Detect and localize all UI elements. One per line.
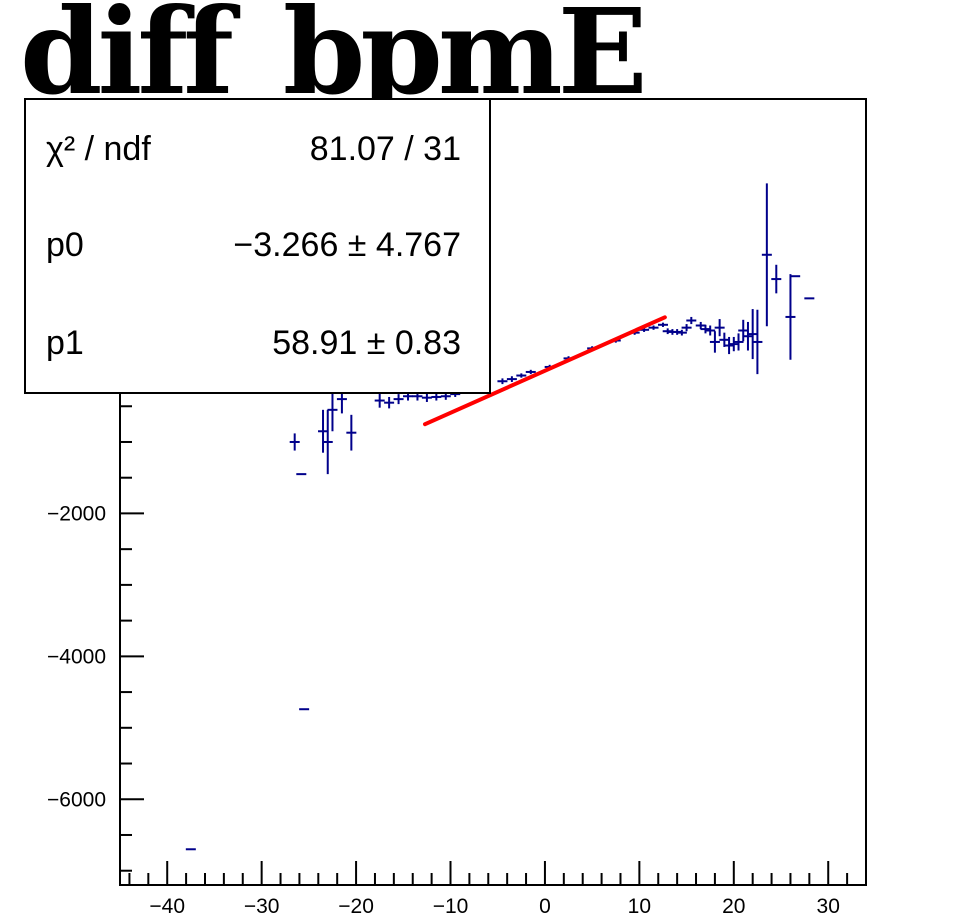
x-tick-label: −20 xyxy=(338,895,374,918)
y-tick-label: −6000 xyxy=(47,788,106,811)
data-point xyxy=(747,309,758,360)
chi2-label: χ² / ndf xyxy=(46,130,151,168)
data-point xyxy=(686,316,697,325)
data-point xyxy=(742,321,753,351)
x-tick-label: 10 xyxy=(628,895,651,918)
data-point xyxy=(752,309,763,375)
data-point xyxy=(771,264,782,294)
data-point xyxy=(724,336,735,355)
data-point xyxy=(728,336,739,352)
x-tick-label: 30 xyxy=(817,895,840,918)
p1-value: 58.91 ± 0.83 xyxy=(272,324,461,362)
data-point xyxy=(421,393,432,402)
x-tick-label: −40 xyxy=(149,895,185,918)
data-point xyxy=(346,414,357,451)
data-point xyxy=(322,409,333,475)
p1-label: p1 xyxy=(46,324,84,362)
axis-tick-labels: −40 −30 −20 −10 0 10 20 30 −6000 −4000 −2000 xyxy=(47,502,840,918)
data-point xyxy=(525,369,536,375)
stat-row-p1: p1 58.91 ± 0.83 xyxy=(26,324,489,368)
p0-label: p0 xyxy=(46,226,84,264)
data-point xyxy=(289,433,300,451)
data-point xyxy=(506,376,517,382)
data-point xyxy=(761,183,772,327)
data-point xyxy=(705,325,716,336)
data-point xyxy=(738,319,749,342)
data-point xyxy=(393,394,404,405)
fit-stats-box: χ² / ndf 81.07 / 31 p0 −3.266 ± 4.767 p1… xyxy=(24,98,491,394)
data-point xyxy=(676,329,687,336)
fit-line xyxy=(423,315,667,427)
x-tick-label: −10 xyxy=(433,895,469,918)
data-point xyxy=(709,331,720,353)
data-point xyxy=(700,324,711,334)
fit-line-group xyxy=(423,315,667,427)
data-point xyxy=(714,319,725,337)
data-point xyxy=(695,321,706,330)
data-point xyxy=(327,388,338,432)
p0-value: −3.266 ± 4.767 xyxy=(233,226,461,264)
stat-row-chi2: χ² / ndf 81.07 / 31 xyxy=(26,130,489,174)
data-point xyxy=(318,409,329,453)
data-point xyxy=(657,322,668,327)
chi2-value: 81.07 / 31 xyxy=(309,130,461,168)
stat-row-p0: p0 −3.266 ± 4.767 xyxy=(26,226,489,270)
x-tick-label: 20 xyxy=(722,895,745,918)
data-point xyxy=(374,393,385,408)
chart-title: diff_bpmE xyxy=(20,0,648,121)
y-tick-label: −4000 xyxy=(47,645,106,668)
data-point xyxy=(733,333,744,351)
data-point xyxy=(681,324,692,332)
x-tick-label: 0 xyxy=(539,895,551,918)
data-point xyxy=(497,378,508,385)
data-point xyxy=(384,396,395,409)
y-tick-label: −2000 xyxy=(47,502,106,525)
data-point xyxy=(516,373,527,378)
data-point xyxy=(785,274,796,360)
data-point xyxy=(648,325,659,330)
data-point xyxy=(431,393,442,401)
plot-frame xyxy=(119,98,867,886)
x-tick-label: −30 xyxy=(244,895,280,918)
